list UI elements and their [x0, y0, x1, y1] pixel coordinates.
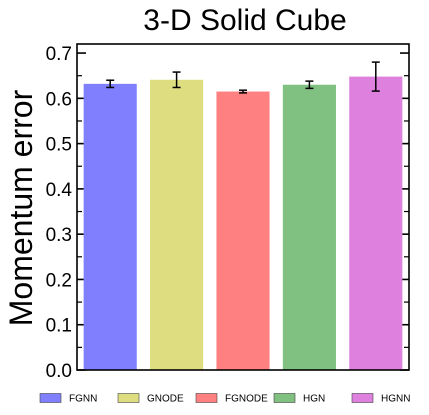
legend-label-gnode: GNODE — [147, 394, 184, 405]
bar-hgn — [282, 84, 336, 370]
y-tick-label: 0.5 — [46, 135, 72, 156]
legend-swatch-hgnn — [351, 393, 374, 403]
legend-label-hgn: HGN — [303, 394, 325, 405]
y-tick-label: 0.4 — [46, 180, 73, 201]
y-tick-label: 0.0 — [46, 361, 72, 382]
y-tick-label: 0.2 — [46, 270, 72, 291]
chart-title: 3-D Solid Cube — [143, 4, 346, 37]
bar-fgnn — [83, 83, 137, 370]
legend: FGNN GNODE FGNODE HGN HGNN — [39, 393, 410, 405]
legend-swatch-hgn — [273, 393, 296, 403]
y-tick-label: 0.7 — [46, 44, 72, 65]
y-tick-label: 0.6 — [46, 89, 72, 110]
bar-hgnn — [349, 76, 403, 370]
y-axis-ticks: 0.0 0.1 0.2 0.3 0.4 0.5 0.6 0.7 — [46, 44, 409, 382]
bar-fgnode — [216, 91, 270, 371]
legend-label-hgnn: HGNN — [381, 394, 410, 405]
legend-swatch-fgnn — [39, 393, 62, 403]
error-bars — [106, 61, 380, 94]
bar-gnode — [150, 79, 204, 371]
y-tick-label: 0.1 — [46, 316, 72, 337]
legend-swatch-gnode — [117, 393, 140, 403]
y-axis-label: Momentum error — [3, 89, 39, 326]
bars — [83, 76, 403, 371]
legend-label-fgnn: FGNN — [69, 394, 97, 405]
legend-swatch-fgnode — [195, 393, 218, 403]
y-tick-label: 0.3 — [46, 225, 72, 246]
legend-label-fgnode: FGNODE — [225, 394, 268, 405]
plot-frame — [76, 43, 410, 371]
